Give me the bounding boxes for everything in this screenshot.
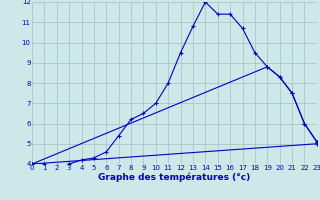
X-axis label: Graphe des températures (°c): Graphe des températures (°c) <box>98 173 251 182</box>
